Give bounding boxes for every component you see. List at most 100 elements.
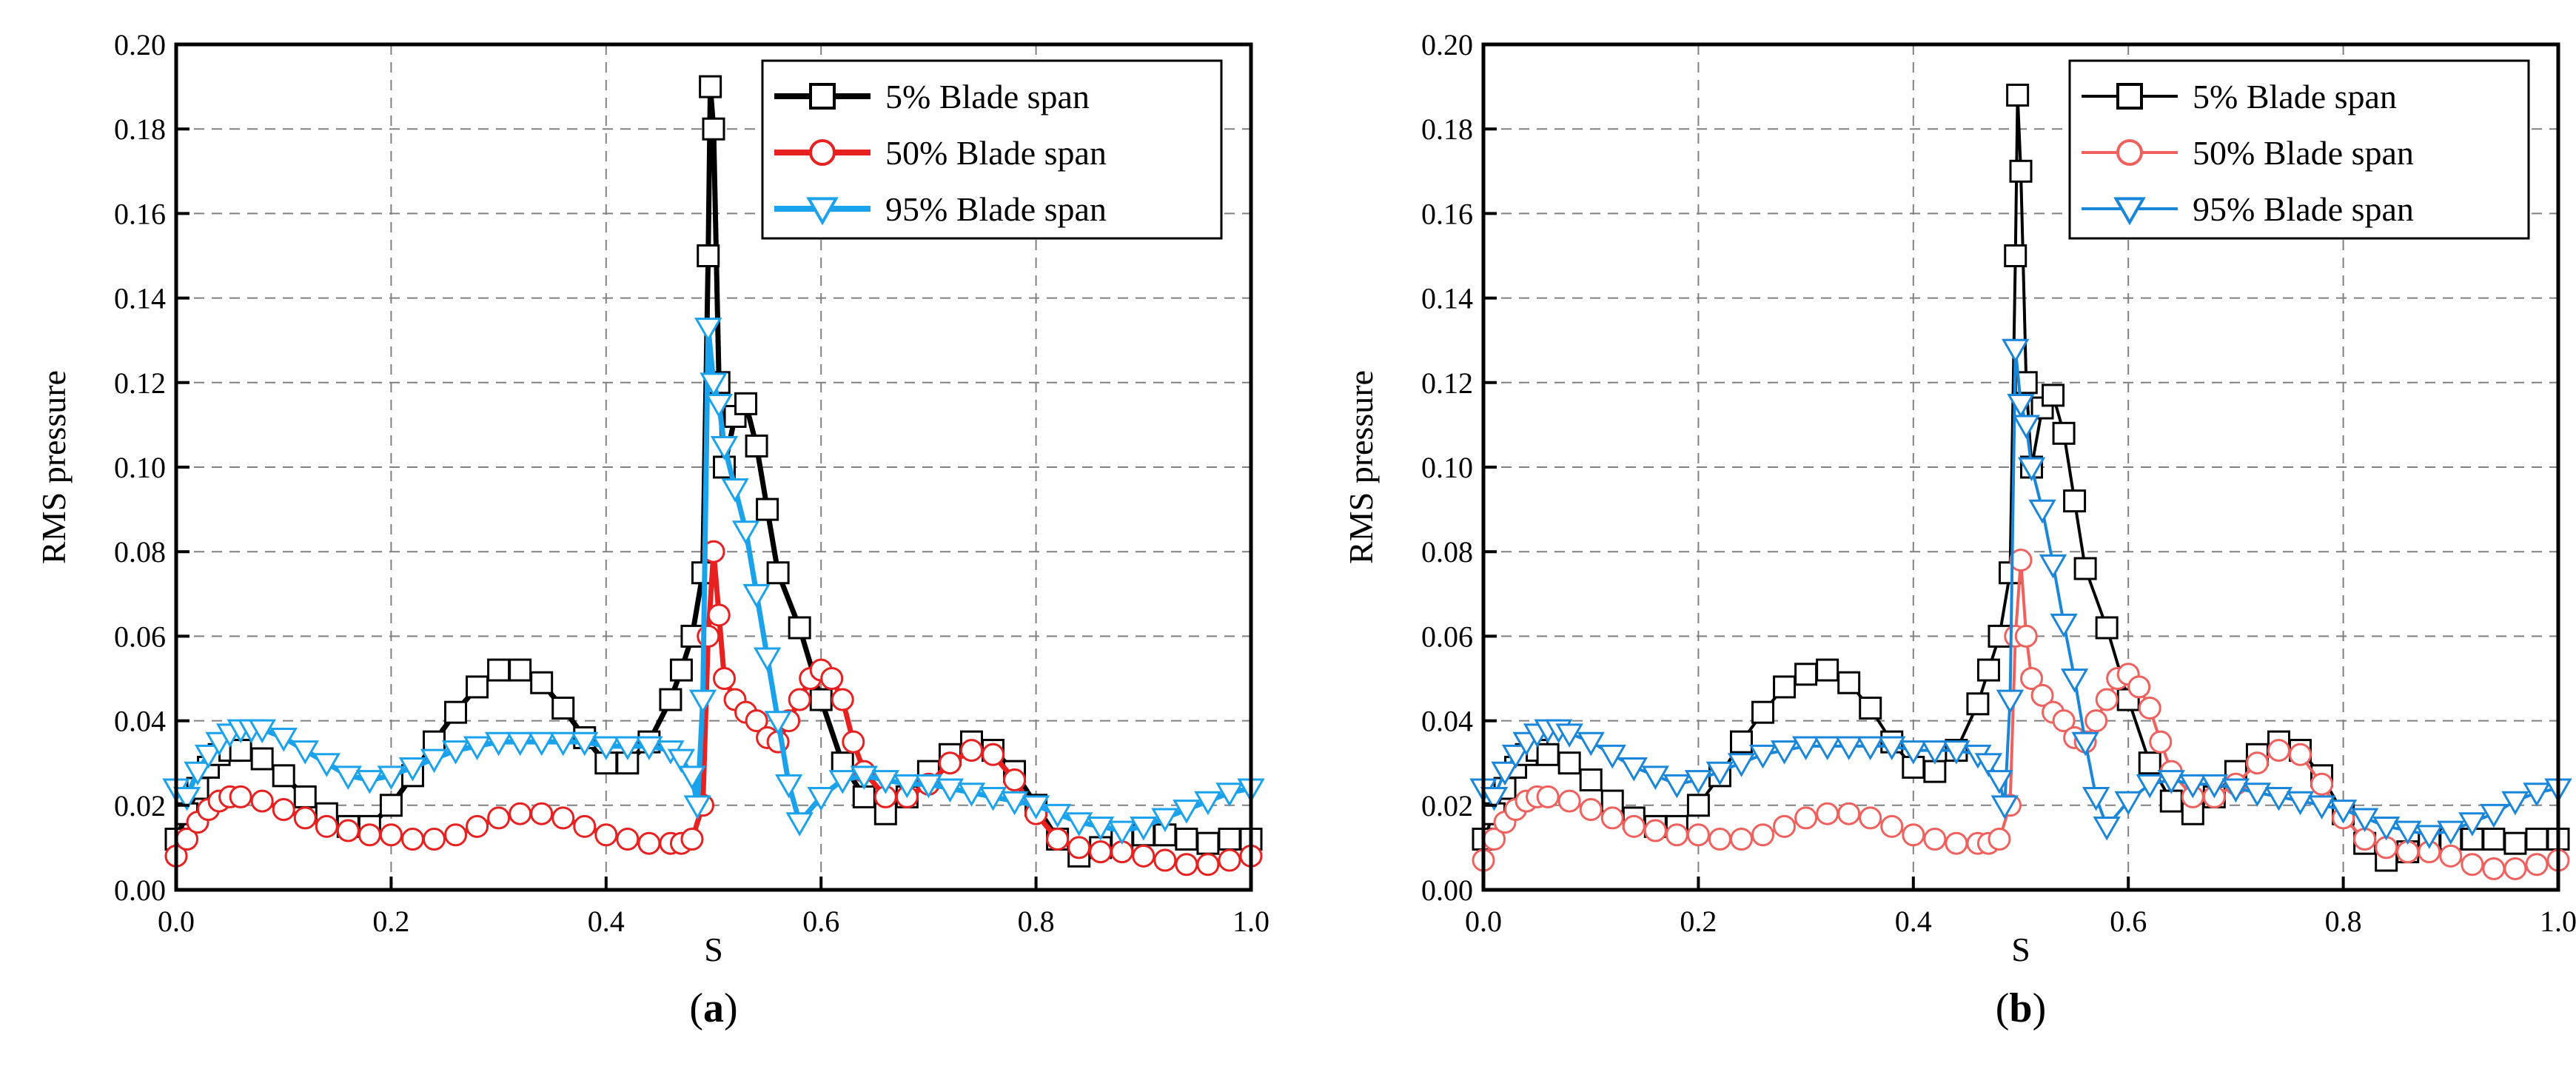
legend-label: 95% Blade span xyxy=(2193,190,2414,228)
y-tick-label: 0.08 xyxy=(114,535,166,569)
data-point xyxy=(959,739,983,763)
data-point xyxy=(1218,827,1241,851)
data-point xyxy=(1878,736,1906,760)
data-point xyxy=(551,696,575,720)
data-point xyxy=(444,700,468,724)
data-point xyxy=(614,736,642,760)
data-point xyxy=(184,761,212,786)
data-point xyxy=(705,393,733,418)
data-point xyxy=(1902,823,1925,847)
data-point xyxy=(2437,820,2465,845)
data-point xyxy=(2480,803,2508,828)
legend-marker xyxy=(2116,139,2143,166)
data-point xyxy=(1751,823,1775,847)
data-point xyxy=(893,774,922,799)
data-point xyxy=(914,774,943,799)
y-tick-label: 0.20 xyxy=(114,28,166,61)
data-point xyxy=(2127,675,2151,699)
data-point xyxy=(2394,820,2422,845)
data-point xyxy=(1942,740,1970,765)
data-point xyxy=(2042,383,2065,407)
data-point xyxy=(315,814,338,838)
data-point xyxy=(1705,761,1734,786)
data-point xyxy=(2350,808,2379,833)
data-point xyxy=(1727,753,1756,777)
data-point xyxy=(379,794,403,817)
data-point xyxy=(2114,791,2142,816)
x-axis-label: S xyxy=(2011,931,2030,968)
series-3 xyxy=(162,318,1265,845)
data-point xyxy=(1770,740,1799,765)
data-point xyxy=(1579,798,1603,822)
data-point xyxy=(377,765,406,790)
data-point xyxy=(2523,783,2551,807)
data-point xyxy=(291,740,319,765)
chart-panel-b: 0.0 0.2 0.4 0.6 0.8 1.0 0.00 0.02 0.04 0.06 0.08 0.… xyxy=(1342,28,2576,1031)
data-point xyxy=(785,812,814,837)
data-point xyxy=(2503,857,2527,880)
data-point xyxy=(1501,744,1530,769)
data-point xyxy=(667,748,696,774)
data-point xyxy=(358,823,381,847)
data-point xyxy=(1218,848,1241,872)
data-point xyxy=(1491,761,1519,786)
data-point xyxy=(530,671,554,694)
data-point xyxy=(2012,415,2040,440)
data-point xyxy=(2063,489,2087,513)
y-tick-label: 0.02 xyxy=(114,789,166,822)
data-point xyxy=(1064,812,1093,837)
data-point xyxy=(444,823,468,847)
data-point xyxy=(1794,806,1818,830)
panel-caption: (b) xyxy=(1996,985,2046,1031)
y-tick-label: 0.18 xyxy=(114,113,166,146)
data-point xyxy=(1816,802,1839,825)
y-tick-label: 0.02 xyxy=(1421,789,1473,822)
x-tick-label: 0.2 xyxy=(1680,905,1717,938)
data-point xyxy=(2084,709,2108,733)
legend-label: 5% Blade span xyxy=(2193,78,2397,115)
data-point xyxy=(2159,789,2183,813)
data-point xyxy=(697,624,720,648)
data-point xyxy=(379,823,403,847)
data-point xyxy=(1643,819,1667,842)
data-point xyxy=(506,731,534,757)
y-tick-label: 0.16 xyxy=(114,197,166,230)
data-point xyxy=(549,731,577,757)
data-point xyxy=(1988,827,2011,851)
data-point xyxy=(1976,658,2000,682)
data-point xyxy=(509,802,532,825)
data-point xyxy=(420,748,449,774)
data-point xyxy=(2009,159,2033,183)
data-point xyxy=(422,827,446,851)
x-tick-label: 0.6 xyxy=(2110,905,2147,938)
data-point xyxy=(734,392,758,415)
data-point xyxy=(1837,802,1861,825)
data-point xyxy=(1108,820,1136,845)
data-point xyxy=(957,783,986,807)
data-point xyxy=(1196,831,1220,855)
data-point xyxy=(1686,794,1710,817)
y-tick-label: 0.20 xyxy=(1421,28,1473,61)
legend-marker xyxy=(2113,197,2146,226)
data-point xyxy=(707,603,731,627)
data-point xyxy=(272,798,295,822)
data-point xyxy=(1557,789,1581,813)
x-tick-label: 0.0 xyxy=(158,905,195,938)
data-point xyxy=(1600,806,1624,830)
data-point xyxy=(2007,393,2035,418)
legend: 5% Blade span 50% Blade span 95% Blade spa… xyxy=(2068,59,2530,240)
legend-label: 50% Blade span xyxy=(2193,134,2414,172)
data-point xyxy=(1003,768,1027,792)
data-point xyxy=(2461,853,2484,877)
data-point xyxy=(1966,692,1990,716)
data-point xyxy=(2006,84,2030,107)
data-point xyxy=(336,819,360,842)
legend-marker xyxy=(2116,83,2143,110)
data-point xyxy=(592,736,620,760)
data-point xyxy=(312,753,341,777)
data-point xyxy=(484,731,513,757)
data-point xyxy=(466,814,489,838)
data-point xyxy=(2028,499,2056,524)
data-point xyxy=(509,658,532,682)
data-point xyxy=(710,436,739,460)
